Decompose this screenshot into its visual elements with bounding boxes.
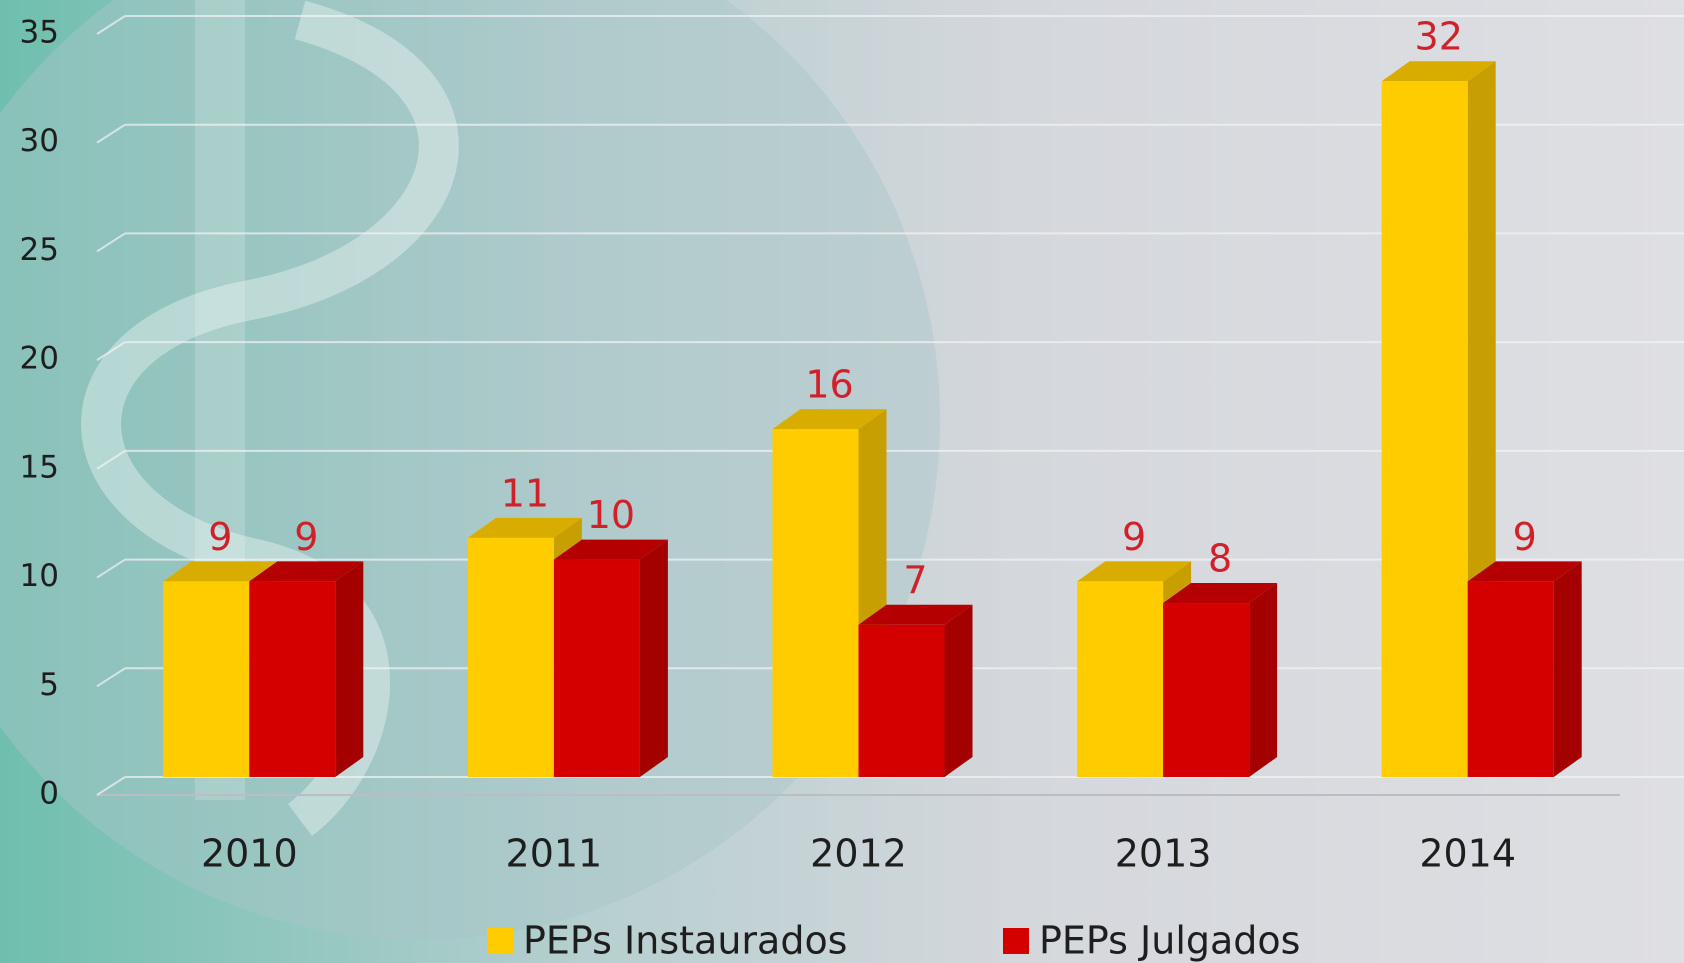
bar-top — [1381, 61, 1496, 82]
y-tick-label: 35 — [20, 15, 59, 51]
bar-side — [1553, 561, 1582, 777]
data-label: 16 — [805, 363, 853, 407]
bar — [249, 581, 336, 777]
y-tick-label: 0 — [39, 776, 59, 812]
legend-label: PEPs Julgados — [1039, 919, 1300, 963]
bar-top — [772, 409, 887, 430]
bar-side — [944, 604, 973, 777]
bar — [1077, 581, 1164, 777]
grid-line-depth — [96, 776, 126, 796]
y-tick-label: 25 — [20, 232, 59, 268]
x-tick-label: 2011 — [506, 832, 603, 876]
data-label: 9 — [208, 515, 232, 559]
bar-top — [467, 517, 582, 538]
grid-line-depth — [96, 450, 126, 470]
y-tick-label: 10 — [20, 558, 59, 594]
x-tick-label: 2014 — [1419, 832, 1516, 876]
y-tick-label: 5 — [39, 667, 59, 703]
grid-line-depth — [96, 667, 126, 688]
data-label: 9 — [1122, 515, 1146, 559]
data-label: 32 — [1415, 15, 1463, 59]
bar — [467, 537, 554, 777]
bar-side — [335, 561, 364, 777]
legend-swatch — [487, 928, 513, 954]
bar — [1467, 581, 1554, 777]
y-tick-label: 15 — [20, 449, 59, 485]
bar-side — [639, 539, 668, 777]
bar — [1163, 603, 1250, 777]
legend-label: PEPs Instaurados — [523, 919, 847, 963]
data-label: 10 — [587, 493, 635, 537]
bar-top — [553, 539, 668, 560]
data-label: 9 — [1513, 515, 1537, 559]
grid-line-depth — [96, 123, 126, 144]
bar-top — [163, 561, 278, 582]
grid-line-depth — [96, 15, 126, 35]
y-tick-label: 30 — [20, 123, 59, 159]
bar — [553, 559, 640, 777]
grid-line-depth — [96, 232, 126, 253]
data-label: 8 — [1208, 537, 1232, 581]
bar — [858, 624, 945, 777]
x-tick-label: 2012 — [810, 832, 907, 876]
background-emblem — [81, 0, 459, 836]
bar — [163, 581, 250, 777]
bar-top — [858, 604, 973, 625]
bar-top — [1077, 561, 1192, 582]
data-label: 9 — [294, 515, 318, 559]
bar-top — [249, 561, 364, 582]
grid-line-depth — [96, 558, 126, 579]
legend-swatch — [1003, 928, 1029, 954]
data-label: 7 — [903, 558, 927, 602]
bar-top — [1467, 561, 1582, 582]
bar-side — [1249, 583, 1278, 777]
x-tick-label: 2013 — [1115, 832, 1212, 876]
grid-line-depth — [96, 341, 126, 361]
data-label: 11 — [501, 471, 549, 515]
bar — [772, 429, 859, 777]
y-tick-label: 20 — [20, 341, 59, 377]
bar-top — [1163, 583, 1278, 604]
x-tick-label: 2010 — [201, 832, 298, 876]
bar — [1381, 81, 1468, 777]
